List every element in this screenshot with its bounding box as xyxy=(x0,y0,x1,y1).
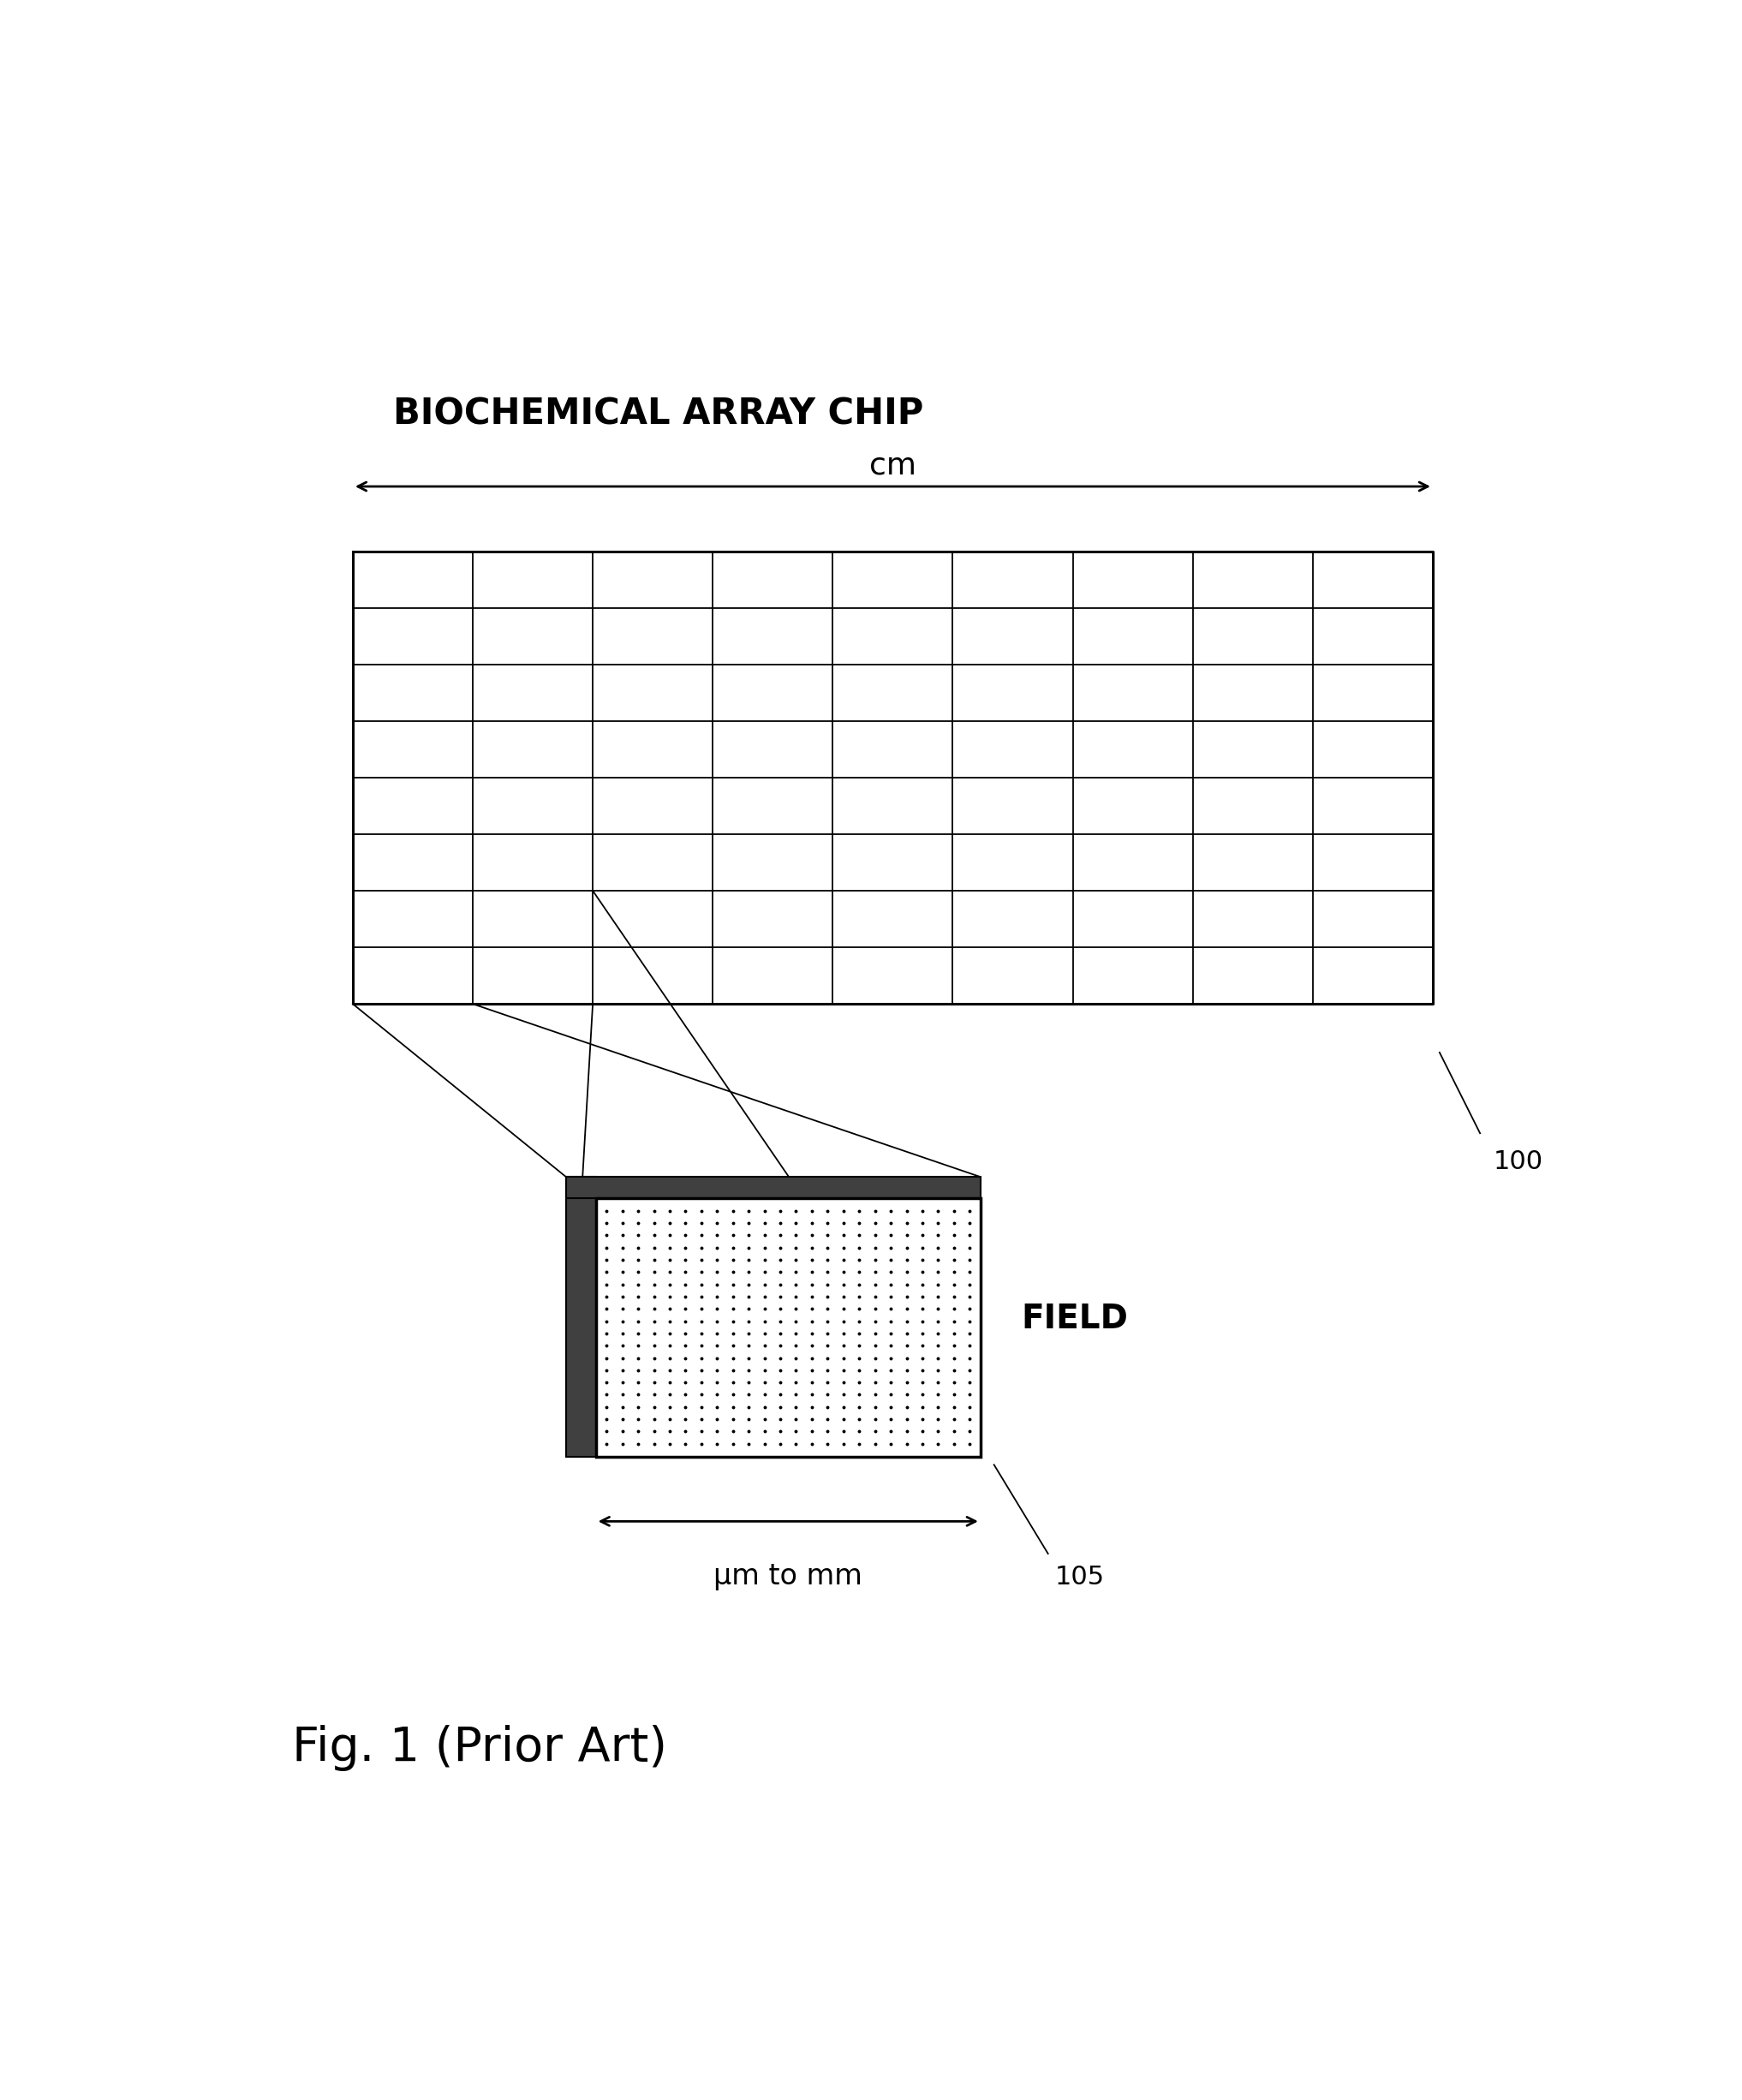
Text: BIOCHEMICAL ARRAY CHIP: BIOCHEMICAL ARRAY CHIP xyxy=(394,395,923,433)
Text: Fig. 1 (Prior Art): Fig. 1 (Prior Art) xyxy=(293,1724,667,1770)
Bar xyxy=(566,1176,981,1197)
Text: 100: 100 xyxy=(1493,1149,1543,1174)
Bar xyxy=(566,1176,596,1457)
Text: FIELD: FIELD xyxy=(1021,1302,1129,1336)
Bar xyxy=(596,1197,981,1457)
Text: 105: 105 xyxy=(1056,1564,1104,1590)
Text: μm to mm: μm to mm xyxy=(714,1562,862,1590)
Text: cm: cm xyxy=(869,452,916,481)
